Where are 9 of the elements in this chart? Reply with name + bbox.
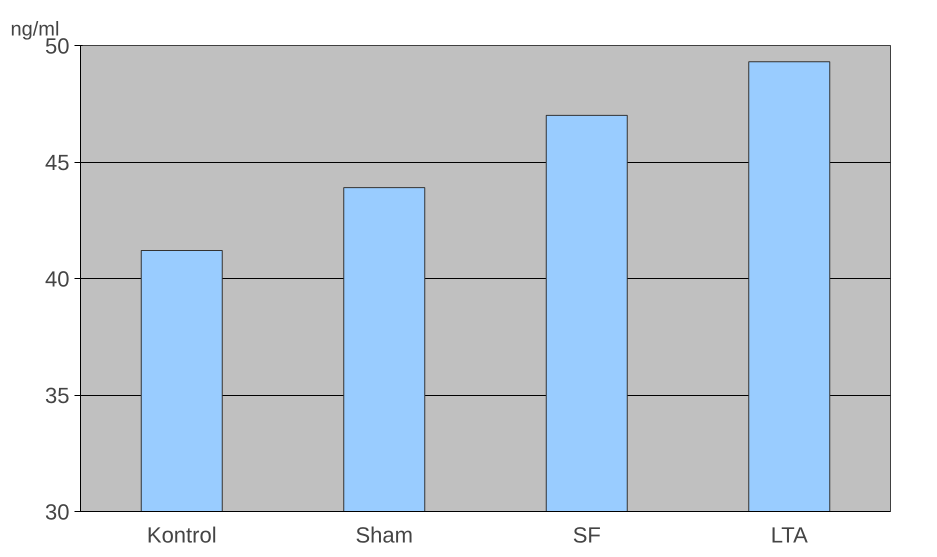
y-tick-label: 45 (45, 150, 70, 175)
x-tick-label: Kontrol (146, 522, 217, 548)
y-tick-label: 40 (45, 266, 70, 292)
x-tick-label: LTA (770, 522, 808, 548)
y-tick-label: 30 (45, 500, 70, 524)
y-tick-label: 35 (45, 383, 70, 408)
y-axis-title: ng/ml (10, 18, 60, 40)
x-tick-label: Sham (356, 522, 413, 548)
x-tick-label: SF (572, 522, 601, 548)
